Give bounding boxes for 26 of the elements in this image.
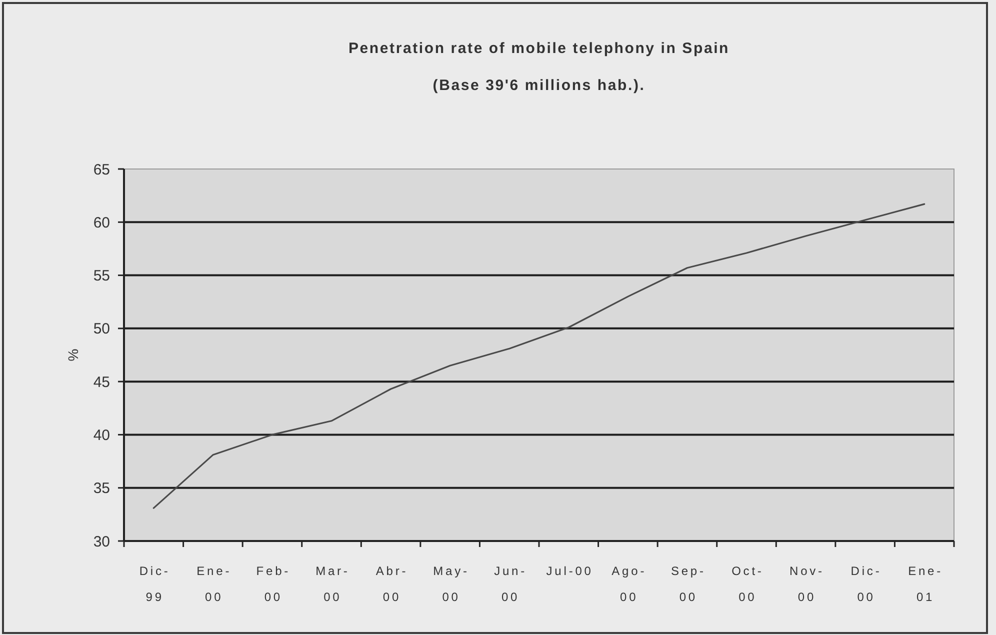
y-tick-label: 50 (93, 320, 110, 338)
chart-title: Penetration rate of mobile telephony in Spain (348, 40, 730, 57)
x-tick-label: Dic-00 (850, 564, 882, 604)
x-tick-label: Abr-00 (376, 564, 408, 604)
x-tick-label: Oct-00 (732, 564, 764, 604)
x-tick-label: Nov-00 (790, 564, 824, 604)
x-tick-label: May-00 (433, 564, 470, 604)
x-tick-label: Ago-00 (612, 564, 647, 604)
line-series (152, 203, 926, 509)
y-tick-label: 35 (93, 480, 110, 498)
y-tick-label: 55 (93, 268, 110, 285)
x-tick-label: Sep-00 (670, 564, 706, 604)
chart-subtitle: (Base 39'6 millions hab.). (432, 77, 646, 94)
y-tick-label: 60 (93, 214, 110, 232)
x-tick-label: Ene-01 (908, 564, 944, 604)
x-tick-label: Dic-99 (139, 564, 170, 604)
y-tick-label: 65 (93, 161, 110, 178)
x-tick-label: Mar-00 (316, 564, 350, 604)
x-tick-label: Feb-00 (256, 564, 291, 604)
x-tick-label: Ene-00 (196, 564, 232, 604)
x-tick-label: Jun-00 (494, 564, 528, 604)
y-tick-label: 40 (93, 426, 110, 444)
x-tick-label: Jul-00 (546, 564, 594, 578)
y-axis-title: % (64, 348, 81, 362)
y-tick-label: 30 (93, 533, 110, 550)
y-tick-label: 45 (93, 374, 110, 391)
